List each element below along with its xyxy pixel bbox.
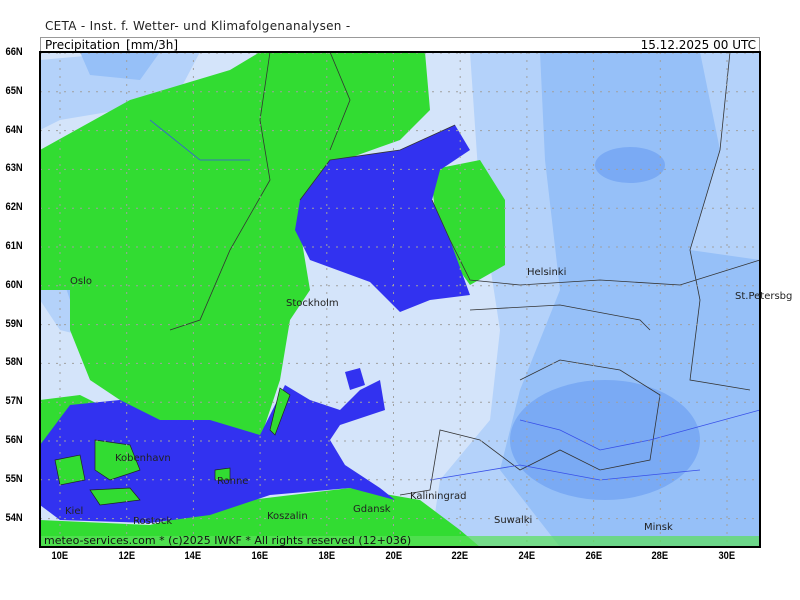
lat-tick-label: 56N: [5, 434, 23, 446]
lon-tick-label: 14E: [184, 550, 202, 562]
lat-tick-label: 64N: [5, 123, 23, 136]
field-dark-blue: [595, 147, 665, 183]
lat-tick-label: 65N: [5, 84, 23, 97]
lon-tick-label: 28E: [651, 550, 669, 562]
lake-deep-blue: [345, 368, 365, 390]
field-dark-blue: [510, 380, 700, 500]
lat-tick-label: 55N: [5, 472, 23, 485]
city-label: St.Petersbg: [735, 291, 792, 302]
city-label: Helsinki: [527, 267, 566, 278]
variable-label: Precipitation_[mm/3h]: [45, 38, 179, 52]
lat-tick-label: 54N: [5, 511, 23, 524]
city-label: Koszalin: [267, 511, 308, 522]
field-deep-blue: [40, 380, 395, 523]
lat-tick-label: 62N: [5, 201, 23, 214]
lon-tick-label: 26E: [585, 550, 602, 562]
lat-tick-label: 58N: [5, 356, 23, 369]
city-label: Rostock: [133, 516, 172, 527]
city-label: Kobenhavn: [115, 453, 171, 464]
lon-tick-label: 10E: [51, 550, 69, 562]
field-green: [40, 52, 430, 450]
city-label: Minsk: [644, 522, 673, 533]
lat-tick-label: 59N: [5, 317, 23, 330]
lon-tick-label: 16E: [251, 550, 269, 562]
lon-tick-label: 30E: [718, 550, 736, 562]
copyright-footer: meteo-services.com * (c)2025 IWKF * All …: [44, 534, 412, 547]
map-frame: [39, 51, 761, 548]
borders: [169, 52, 760, 496]
valid-time: 15.12.2025 00 UTC: [640, 38, 756, 52]
lat-tick-label: 63N: [5, 162, 23, 175]
city-label: Kiel: [65, 506, 83, 517]
city-label: Stockholm: [286, 298, 339, 309]
city-label: Oslo: [70, 276, 92, 287]
lon-tick-label: 18E: [318, 550, 335, 562]
lat-tick-label: 61N: [5, 240, 23, 252]
lon-tick-label: 24E: [518, 550, 536, 562]
field-deep-blue: [295, 125, 470, 312]
lat-tick-label: 66N: [5, 46, 23, 58]
lon-tick-label: 22E: [451, 550, 469, 562]
graticule: [40, 52, 760, 547]
city-label: Kaliningrad: [410, 491, 466, 502]
lon-tick-label: 20E: [384, 550, 402, 562]
city-label: Ronne: [217, 476, 248, 487]
lon-tick-label: 12E: [118, 550, 135, 562]
island-green: [54, 387, 291, 506]
lat-tick-label: 57N: [5, 395, 23, 408]
lat-tick-label: 60N: [5, 278, 23, 291]
institute-header: CETA - Inst. f. Wetter- und Klimafolgena…: [45, 19, 351, 33]
footer-strip: [40, 536, 760, 547]
rivers: [149, 119, 760, 481]
city-label: Suwalki: [494, 515, 532, 526]
city-label: Gdansk: [353, 504, 391, 515]
